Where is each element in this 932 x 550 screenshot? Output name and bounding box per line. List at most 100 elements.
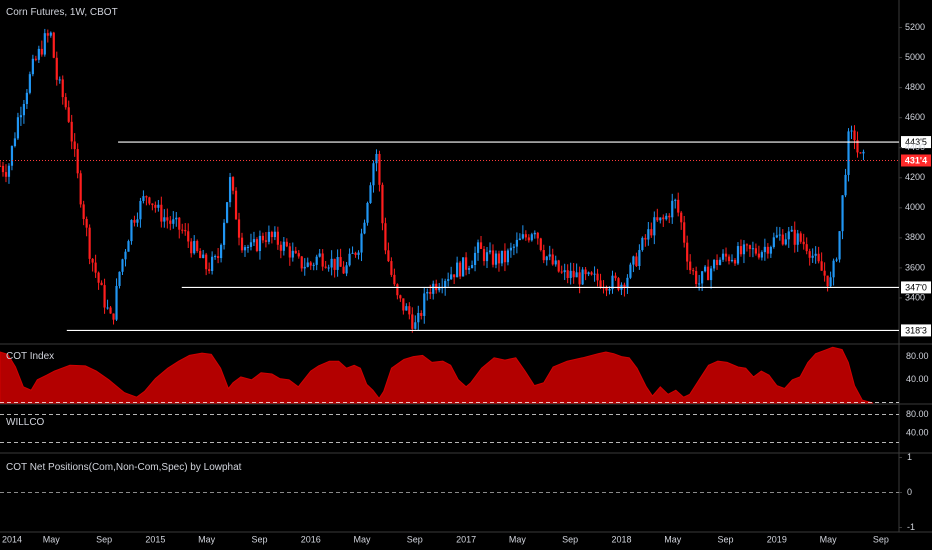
- candle-body: [312, 264, 315, 266]
- time-tick-label: May: [43, 534, 61, 544]
- candle-body: [121, 259, 124, 272]
- level-label-2: 318'3: [905, 325, 927, 335]
- candle-body: [641, 237, 644, 251]
- candle-body: [533, 232, 536, 235]
- candle-body: [754, 248, 758, 254]
- candle: [599, 273, 602, 289]
- candle-body: [405, 306, 408, 311]
- candle: [363, 219, 366, 235]
- candle: [348, 248, 351, 267]
- candle-body: [859, 152, 862, 154]
- candle-body: [742, 244, 746, 255]
- candle: [118, 271, 121, 289]
- candle-body: [1, 165, 5, 173]
- candle: [279, 241, 282, 259]
- candle: [763, 238, 766, 261]
- candle: [417, 305, 420, 331]
- candle-body: [243, 247, 247, 251]
- candle: [324, 261, 327, 269]
- candle: [106, 299, 109, 310]
- candle: [793, 221, 796, 253]
- candle-body: [0, 165, 2, 167]
- candle: [447, 272, 450, 287]
- candle: [303, 258, 306, 276]
- candle-body: [345, 265, 348, 274]
- candle-body: [178, 217, 181, 230]
- candle: [405, 303, 408, 311]
- candle-body: [145, 196, 148, 198]
- candle-body: [351, 252, 354, 254]
- candle: [587, 271, 590, 277]
- candle-body: [751, 248, 755, 250]
- time-tick-label: 2018: [611, 534, 631, 544]
- candle: [58, 76, 61, 84]
- candle: [826, 275, 829, 292]
- candle-body: [103, 285, 106, 308]
- candle: [366, 201, 369, 226]
- candle-body: [136, 219, 139, 223]
- candle: [572, 262, 575, 284]
- candle-body: [488, 250, 492, 253]
- level-label-1: 347'0: [905, 282, 927, 292]
- candle: [524, 230, 527, 241]
- candle-body: [739, 246, 743, 255]
- candle-body: [151, 203, 154, 205]
- candle-body: [760, 252, 763, 258]
- candle-body: [193, 241, 196, 254]
- candle-body: [814, 253, 817, 256]
- candle: [127, 239, 130, 252]
- candle-body: [784, 239, 787, 245]
- candle-body: [175, 217, 178, 220]
- candle-body: [638, 250, 641, 266]
- candle-body: [267, 231, 270, 242]
- candle: [542, 244, 545, 264]
- candle: [97, 271, 100, 290]
- candle: [808, 248, 811, 266]
- candle: [270, 230, 273, 244]
- candle-body: [826, 275, 829, 287]
- candle-body: [106, 307, 109, 309]
- candle: [459, 260, 462, 280]
- candle-body: [587, 272, 590, 275]
- candle: [79, 170, 82, 208]
- price-tick-label: 3400: [905, 292, 925, 302]
- candle-body: [614, 275, 617, 279]
- candle: [228, 172, 232, 208]
- candle-body: [294, 250, 297, 254]
- candle: [862, 149, 865, 161]
- candle-body: [503, 250, 507, 263]
- candle: [255, 237, 259, 253]
- candle: [321, 249, 324, 271]
- candle: [497, 250, 501, 272]
- candle: [40, 40, 43, 57]
- candle-body: [384, 223, 387, 251]
- candle: [659, 217, 662, 224]
- candle-body: [668, 215, 671, 218]
- candle-body: [139, 200, 142, 220]
- candle: [22, 99, 26, 124]
- candle-body: [847, 131, 850, 175]
- candle-body: [234, 190, 238, 220]
- candle: [479, 235, 483, 250]
- candle-body: [802, 241, 805, 245]
- candle: [760, 250, 763, 261]
- candle: [617, 277, 620, 292]
- candle: [650, 222, 653, 238]
- candle: [491, 244, 495, 268]
- candle: [470, 260, 474, 269]
- candle: [222, 219, 226, 250]
- candle-body: [393, 274, 396, 285]
- candle-body: [554, 260, 557, 265]
- candle: [300, 255, 303, 272]
- candle: [850, 125, 853, 139]
- cot-index-title: COT Index: [6, 351, 55, 362]
- candle-body: [671, 200, 674, 218]
- candle-body: [181, 229, 184, 231]
- candle: [551, 248, 554, 266]
- candle-body: [841, 195, 844, 232]
- candle: [500, 250, 504, 267]
- candle: [536, 231, 539, 245]
- candle-body: [805, 244, 808, 252]
- candle: [217, 248, 220, 264]
